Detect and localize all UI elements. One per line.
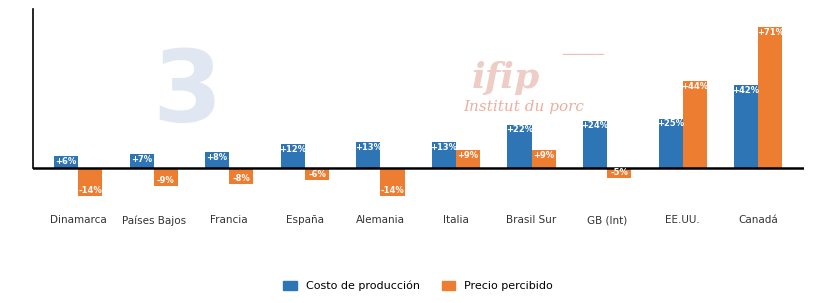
- Bar: [305, 168, 328, 180]
- Text: +22%: +22%: [505, 125, 532, 134]
- Text: Canadá: Canadá: [737, 215, 777, 225]
- Bar: [507, 125, 531, 168]
- Text: +25%: +25%: [656, 119, 683, 128]
- Text: -14%: -14%: [380, 186, 404, 195]
- Bar: [54, 156, 78, 168]
- Text: Institut du porc: Institut du porc: [463, 100, 583, 114]
- Text: ─────: ─────: [561, 48, 603, 62]
- Text: +8%: +8%: [206, 153, 228, 162]
- Text: +44%: +44%: [681, 82, 708, 91]
- Text: -14%: -14%: [79, 186, 102, 195]
- Text: EE.UU.: EE.UU.: [664, 215, 699, 225]
- Text: Alemania: Alemania: [355, 215, 405, 225]
- Bar: [758, 27, 781, 168]
- Text: +13%: +13%: [355, 143, 382, 152]
- Bar: [229, 168, 253, 184]
- Bar: [658, 118, 682, 168]
- Text: +71%: +71%: [756, 28, 783, 37]
- Text: Italia: Italia: [442, 215, 468, 225]
- Text: Brasil Sur: Brasil Sur: [506, 215, 556, 225]
- Text: Dinamarca: Dinamarca: [50, 215, 106, 225]
- Text: España: España: [286, 215, 324, 225]
- Bar: [682, 81, 706, 168]
- Text: -9%: -9%: [156, 176, 174, 185]
- Bar: [733, 85, 758, 168]
- Text: -8%: -8%: [233, 175, 250, 183]
- Bar: [432, 142, 455, 168]
- Text: -5%: -5%: [609, 168, 627, 178]
- Text: Países Bajos: Países Bajos: [121, 215, 186, 226]
- Text: +13%: +13%: [430, 143, 457, 152]
- Bar: [78, 168, 102, 196]
- Bar: [606, 168, 631, 178]
- Text: -6%: -6%: [308, 171, 325, 179]
- Bar: [129, 155, 153, 168]
- Text: +12%: +12%: [278, 145, 306, 154]
- Text: Francia: Francia: [210, 215, 248, 225]
- Text: +24%: +24%: [581, 121, 608, 130]
- Legend: Costo de producción, Precio percibido: Costo de producción, Precio percibido: [278, 276, 557, 296]
- Bar: [205, 152, 229, 168]
- Bar: [153, 168, 178, 186]
- Text: +6%: +6%: [56, 157, 77, 166]
- Text: +9%: +9%: [532, 151, 554, 160]
- Text: GB (Int): GB (Int): [586, 215, 627, 225]
- Bar: [531, 150, 555, 168]
- Bar: [455, 150, 480, 168]
- Bar: [582, 121, 606, 168]
- Text: ifip: ifip: [471, 61, 539, 95]
- Text: 3: 3: [152, 46, 221, 143]
- Bar: [280, 145, 305, 168]
- Bar: [355, 142, 380, 168]
- Text: +42%: +42%: [731, 85, 759, 95]
- Text: +9%: +9%: [457, 151, 478, 160]
- Bar: [380, 168, 404, 196]
- Text: +7%: +7%: [131, 155, 152, 164]
